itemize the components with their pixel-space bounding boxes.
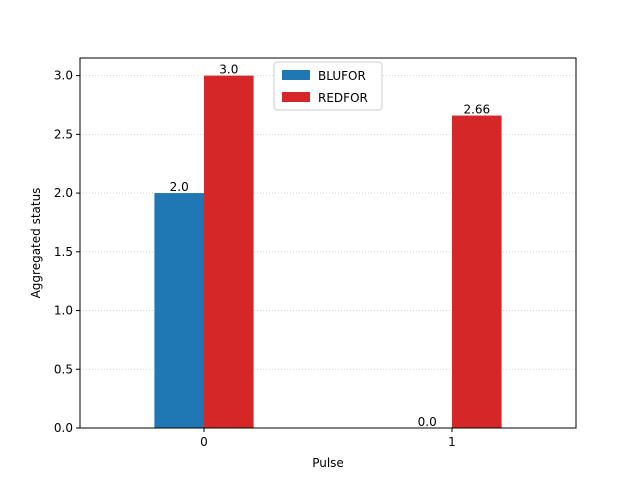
y-tick-label: 2.0 <box>54 186 73 200</box>
data-label: 2.66 <box>463 103 490 117</box>
x-tick-label: 1 <box>448 435 456 449</box>
plot-frame <box>79 57 577 429</box>
y-tick-label: 2.5 <box>54 127 73 141</box>
legend: BLUFOR REDFOR <box>273 61 383 111</box>
bar-layer <box>154 75 502 429</box>
tick-layer: 0.0 0.5 1.0 1.5 2.0 2.5 3.0 0 1 <box>54 69 456 449</box>
data-label-layer: 2.0 0.0 3.0 2.66 <box>170 63 491 429</box>
data-label: 0.0 <box>418 415 437 429</box>
y-axis-label: Aggregated status <box>29 188 43 299</box>
legend-swatch-redfor <box>282 92 310 102</box>
bar-redfor-0 <box>204 75 254 428</box>
x-tick-label: 0 <box>200 435 208 449</box>
x-axis-label: Pulse <box>312 456 344 470</box>
bar-redfor-1 <box>452 115 502 429</box>
legend-swatch-blufor <box>282 70 310 80</box>
y-tick-label: 0.5 <box>54 362 73 376</box>
y-tick-label: 1.5 <box>54 245 73 259</box>
y-tick-label: 0.0 <box>54 421 73 435</box>
y-tick-label: 3.0 <box>54 69 73 83</box>
legend-label-redfor: REDFOR <box>318 91 368 105</box>
legend-label-blufor: BLUFOR <box>318 69 366 83</box>
data-label: 3.0 <box>219 63 238 77</box>
data-label: 2.0 <box>170 180 189 194</box>
bar-blufor-0 <box>154 193 204 428</box>
y-tick-label: 1.0 <box>54 304 73 318</box>
